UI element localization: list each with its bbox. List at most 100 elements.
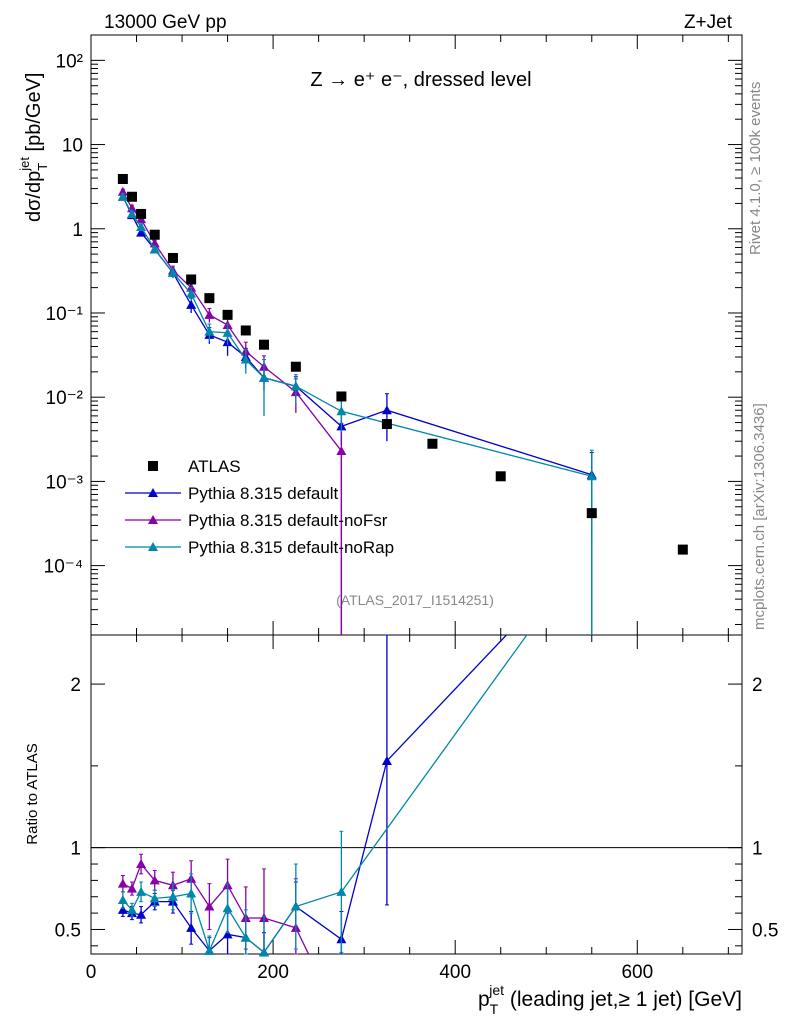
- ratio-y-tick-label-right: 0.5: [752, 920, 778, 941]
- ratio-point: [136, 886, 147, 896]
- mc-point: [204, 326, 215, 336]
- ratio-point: [149, 893, 160, 903]
- x-axis-label: pTjet (leading jet,≥ 1 jet) [GeV]: [478, 982, 742, 1017]
- ratio-point: [136, 909, 147, 919]
- mc-point: [336, 406, 347, 416]
- mc-series-line: [122, 196, 592, 476]
- process-title: Z → e⁺ e⁻, dressed level: [310, 69, 531, 91]
- atlas-data-point: [167, 252, 178, 263]
- atlas-data-point: [495, 471, 506, 482]
- atlas-data-point: [186, 274, 197, 285]
- ratio-y-tick-label: 1: [70, 839, 81, 860]
- x-tick-label: 600: [621, 962, 653, 983]
- ratio-point: [136, 859, 147, 869]
- mc-point: [149, 244, 160, 254]
- ratio-point: [117, 895, 128, 905]
- header-left-label: 13000 GeV pp: [104, 12, 227, 33]
- legend: ATLAS Pythia 8.315 default Pythia 8.315 de…: [125, 457, 394, 557]
- ratio-y-axis-label: Ratio to ATLAS: [24, 743, 41, 844]
- ratio-point: [258, 947, 269, 957]
- y-tick-label: 10⁻¹: [46, 304, 84, 325]
- legend-label: ATLAS: [188, 457, 241, 476]
- atlas-data-point: [117, 173, 128, 184]
- mc-point: [336, 445, 347, 455]
- x-tick-label: 0: [86, 962, 97, 983]
- legend-marker: [148, 515, 158, 524]
- mc-point: [186, 288, 197, 298]
- atlas-data-point: [136, 208, 147, 219]
- ratio-y-tick-label: 0.5: [55, 920, 81, 941]
- x-tick-label: 200: [257, 962, 289, 983]
- atlas-data-point: [258, 339, 269, 350]
- mcplots-label: mcplots.cern.ch [arXiv:1306.3436]: [751, 403, 768, 630]
- legend-marker-atlas: [148, 461, 158, 471]
- mc-series-line: [122, 196, 592, 477]
- analysis-label: (ATLAS_2017_I1514251): [336, 592, 494, 608]
- ratio-point: [186, 888, 197, 898]
- legend-label: Pythia 8.315 default: [188, 484, 339, 503]
- mc-point: [136, 227, 147, 237]
- atlas-data-point: [126, 191, 137, 202]
- header-right-label: Z+Jet: [684, 12, 733, 33]
- y-tick-label: 10⁻²: [46, 388, 84, 409]
- ratio-point: [167, 891, 178, 901]
- ratio-series-line: [122, 862, 310, 954]
- atlas-data-point: [204, 293, 215, 304]
- ratio-point: [186, 922, 197, 932]
- ratio-y-tick-label: 2: [70, 675, 81, 696]
- ratio-series-line: [122, 635, 508, 954]
- ratio-point: [126, 883, 137, 893]
- ratio-point: [126, 904, 137, 914]
- y-tick-label: 1: [72, 220, 83, 241]
- ratio-plot-frame: [90, 634, 743, 955]
- main-plot-layer: 10⁻⁴ 10⁻³ 10⁻² 10⁻¹ 1 10 10²: [44, 34, 742, 635]
- mc-point: [240, 354, 251, 364]
- atlas-data-point: [586, 508, 597, 519]
- mc-point: [381, 405, 392, 415]
- atlas-data-point: [677, 544, 688, 555]
- ratio-plot-layer: 0 200 400 600 0.5 0.5 1 1 2 2: [55, 634, 778, 983]
- y-tick-label: 10²: [56, 51, 83, 72]
- mc-point: [117, 186, 128, 196]
- ratio-point: [336, 886, 347, 896]
- legend-marker: [148, 488, 158, 497]
- atlas-data-point: [336, 391, 347, 402]
- rivet-version-label: Rivet 4.1.0, ≥ 100k events: [747, 82, 764, 255]
- ratio-point: [381, 755, 392, 765]
- atlas-data-point: [222, 309, 233, 320]
- y-tick-label: 10: [62, 136, 83, 157]
- ratio-point: [222, 929, 233, 939]
- ratio-y-tick-label-right: 2: [752, 675, 763, 696]
- mc-point: [186, 299, 197, 309]
- ratio-point: [222, 903, 233, 913]
- atlas-data-point: [427, 438, 438, 449]
- ratio-point: [290, 901, 301, 911]
- ratio-point: [117, 904, 128, 914]
- mc-point: [117, 191, 128, 201]
- legend-marker: [148, 542, 158, 551]
- atlas-data-point: [240, 325, 251, 336]
- atlas-data-point: [290, 361, 301, 372]
- y-tick-label: 10⁻⁴: [44, 557, 83, 578]
- ratio-point: [204, 901, 215, 911]
- y-tick-label: 10⁻³: [46, 472, 84, 493]
- mc-point: [586, 471, 597, 481]
- ratio-point: [204, 945, 215, 955]
- ratio-point: [149, 875, 160, 885]
- ratio-point: [240, 932, 251, 942]
- mc-point: [126, 208, 137, 218]
- legend-label: Pythia 8.315 default-noRap: [188, 538, 394, 557]
- mc-point: [290, 381, 301, 391]
- x-tick-label: 400: [439, 962, 471, 983]
- atlas-data-point: [149, 229, 160, 240]
- mc-point: [167, 267, 178, 277]
- mc-point: [258, 372, 269, 382]
- mc-point: [136, 221, 147, 231]
- atlas-data-point: [381, 419, 392, 430]
- mc-point: [204, 309, 215, 319]
- mc-point: [222, 327, 233, 337]
- main-y-axis-label: dσ/dpTjet [pb/GeV]: [17, 73, 50, 222]
- ratio-y-tick-label-right: 1: [752, 839, 763, 860]
- legend-label: Pythia 8.315 default-noFsr: [188, 511, 388, 530]
